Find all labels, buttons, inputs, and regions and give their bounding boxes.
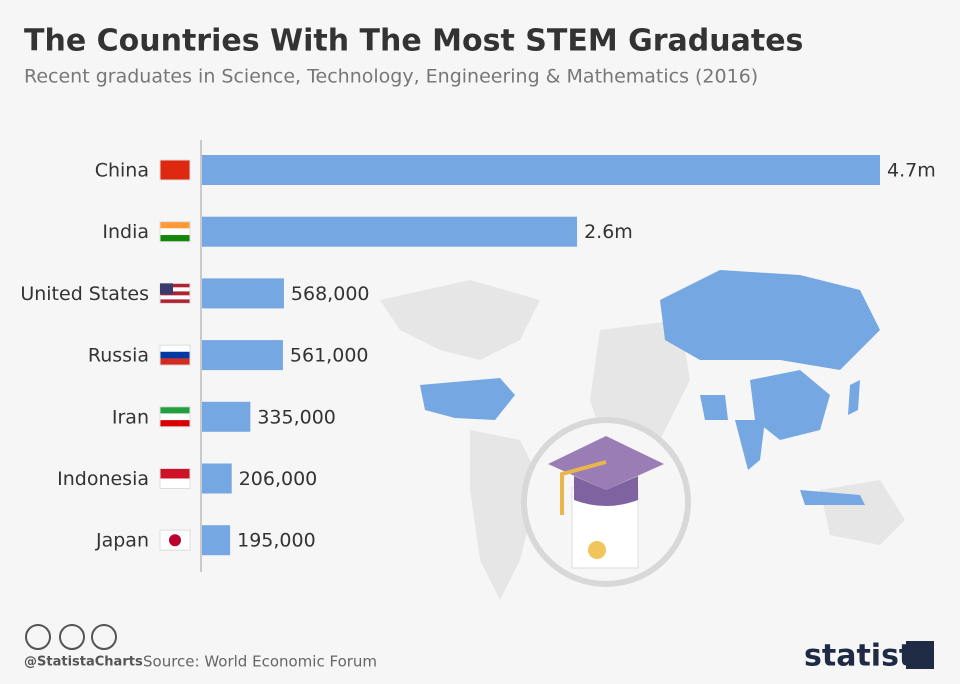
bar (202, 155, 880, 185)
bar (202, 278, 284, 309)
flag-stripe (160, 295, 190, 300)
flag-stripe (160, 406, 190, 414)
flag-canton (160, 283, 173, 295)
flag-stripe (160, 420, 190, 427)
value-label: 195,000 (237, 530, 316, 552)
flag-border (159, 468, 191, 489)
flag-stripe (160, 413, 190, 421)
value-label: 206,000 (239, 468, 318, 490)
category-label: United States (20, 283, 149, 305)
category-label: Iran (112, 406, 149, 428)
flag-border (159, 406, 191, 428)
flag-stripe (160, 478, 190, 489)
value-label: 335,000 (257, 406, 336, 428)
bar (202, 340, 283, 371)
flag-stripe (160, 299, 190, 304)
bar (202, 216, 578, 247)
graduation-icon (521, 417, 691, 587)
map-russia (660, 270, 880, 370)
world-map (380, 280, 905, 600)
value-label: 4.7m (887, 160, 936, 182)
flag-border (159, 529, 191, 551)
map-china (750, 370, 830, 440)
category-label: Russia (88, 345, 149, 367)
flag-stripe (160, 351, 190, 359)
icon-cap-base (574, 476, 638, 506)
brand-logo (906, 641, 934, 669)
flag-stripe (160, 235, 190, 242)
category-label: China (95, 160, 149, 182)
map-indonesia (800, 490, 865, 505)
value-label: 2.6m (584, 221, 633, 243)
bar (202, 401, 251, 432)
flag-stripe (160, 468, 190, 479)
map-south-america (470, 430, 540, 600)
flag-stripe (160, 283, 190, 288)
flag-stripe (160, 160, 190, 180)
flag-border (159, 221, 191, 243)
license-icons (25, 624, 117, 650)
flag-stripe (160, 287, 190, 292)
bar (202, 463, 232, 494)
map-iran (700, 395, 728, 420)
map-us (420, 378, 515, 420)
credit: @StatistaCharts (24, 655, 143, 670)
icon-seal (588, 541, 606, 559)
value-label: 561,000 (290, 345, 369, 367)
flag-stripe (160, 345, 190, 352)
flag-sun (169, 534, 181, 547)
category-label: Japan (95, 530, 149, 552)
map-highlights (420, 270, 880, 505)
cc-icon (25, 624, 51, 650)
by-icon (59, 624, 85, 650)
flag-stripe (160, 291, 190, 296)
category-label: Indonesia (57, 468, 149, 490)
source: Source: World Economic Forum (143, 653, 377, 671)
category-label: India (102, 221, 149, 243)
flag-stripe (160, 358, 190, 366)
flag-border (159, 344, 191, 366)
map-north (380, 280, 540, 360)
map-india (735, 420, 765, 470)
flag-border (159, 159, 191, 181)
bar (202, 525, 231, 556)
icon-tassel (560, 460, 607, 515)
value-label: 568,000 (291, 283, 370, 305)
nd-icon (91, 624, 117, 650)
flag-stripe (160, 221, 190, 229)
flag-stripe (160, 228, 190, 236)
map-japan (848, 380, 860, 415)
chart-subtitle: Recent graduates in Science, Technology,… (24, 66, 758, 88)
chart-title: The Countries With The Most STEM Graduat… (24, 24, 803, 59)
